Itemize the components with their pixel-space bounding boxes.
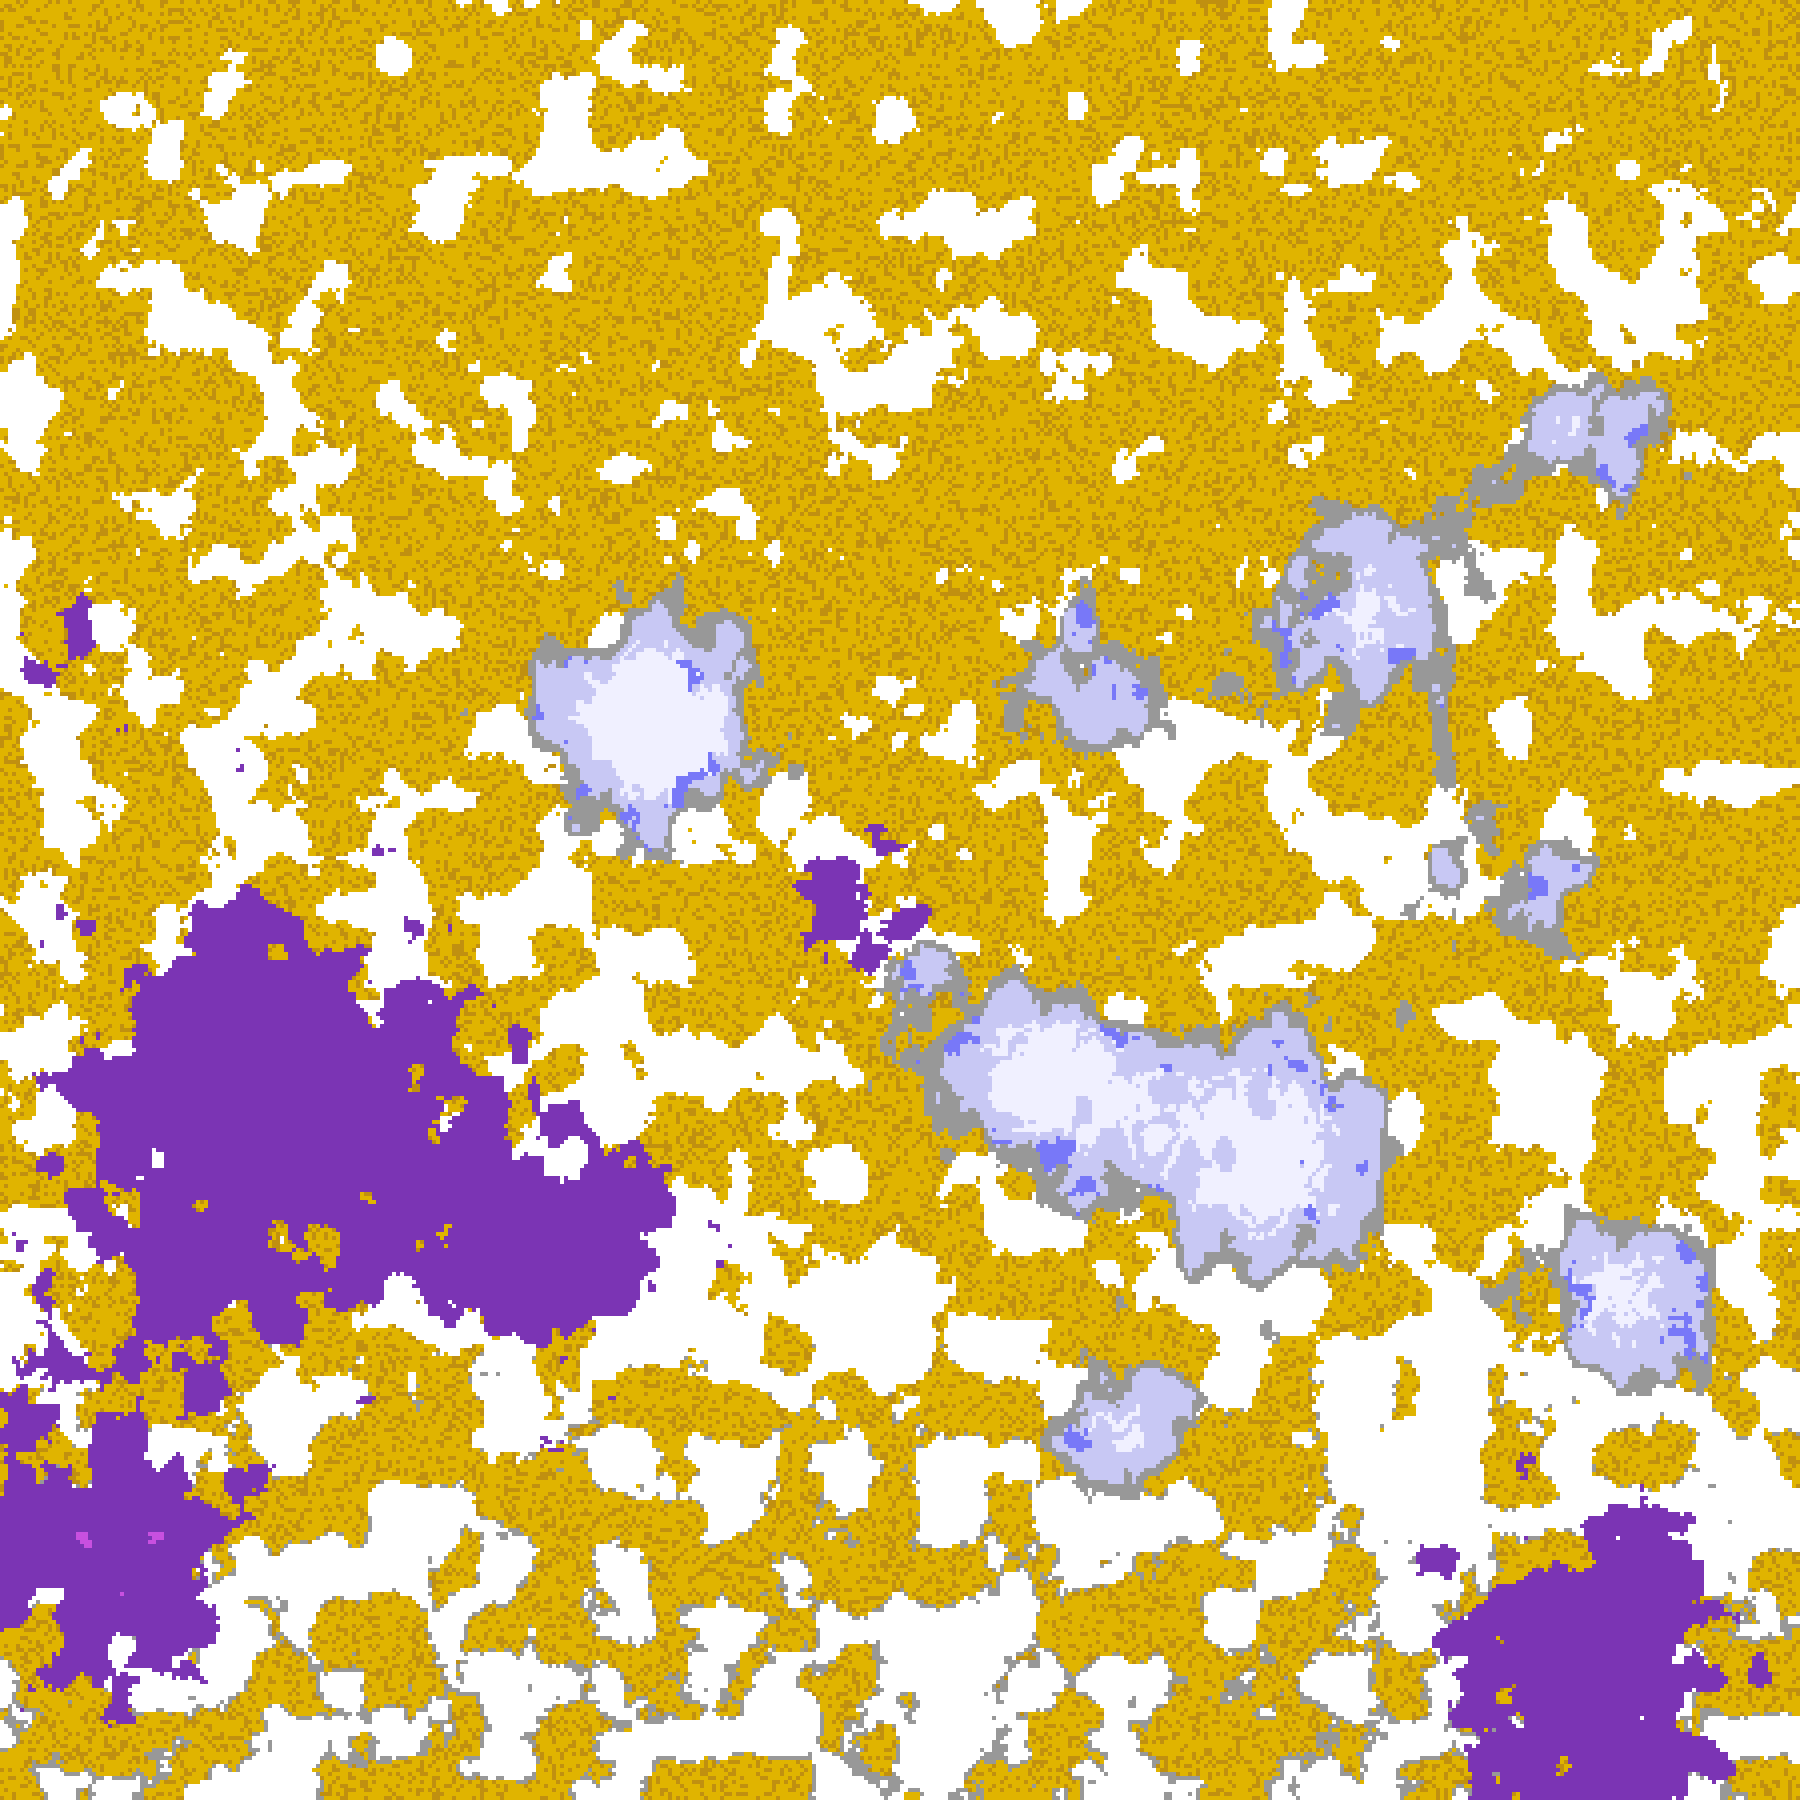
cloud-imagery-canvas	[0, 0, 1800, 1800]
satellite-image	[0, 0, 1800, 1800]
